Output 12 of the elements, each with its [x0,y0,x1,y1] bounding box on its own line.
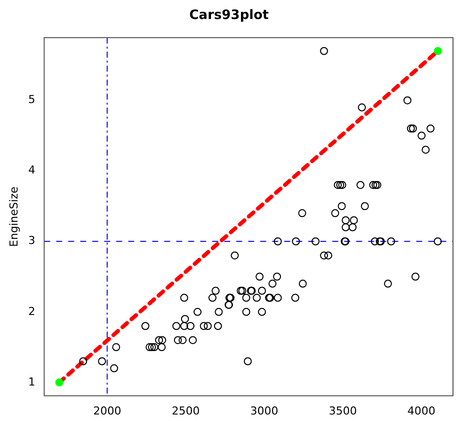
y-tick-label: 4 [28,164,36,177]
y-tick-label: 2 [28,304,36,318]
y-axis-title: EngineSize [7,186,20,247]
x-tick-label: 3000 [250,404,278,418]
x-tick-label: 2500 [172,404,200,418]
y-tick-label: 1 [28,375,36,388]
y-tick-label: 5 [28,93,36,106]
x-tick-label: 3500 [328,404,357,418]
y-tick-label: 3 [28,234,36,248]
x-tick-label: 2000 [93,404,122,418]
chart-title: Cars93plot [189,8,269,24]
x-tick-label: 4000 [407,404,436,418]
